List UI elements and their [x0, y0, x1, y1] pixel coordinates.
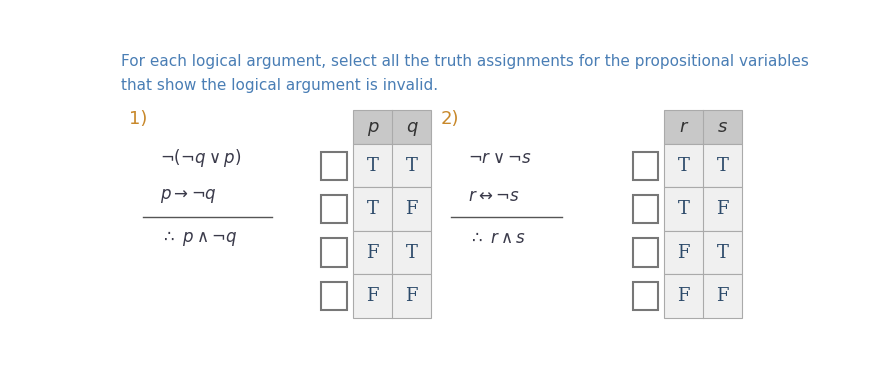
- FancyBboxPatch shape: [664, 187, 742, 231]
- Text: q: q: [406, 118, 417, 136]
- Text: T: T: [677, 157, 690, 175]
- Text: that show the logical argument is invalid.: that show the logical argument is invali…: [121, 78, 438, 93]
- FancyBboxPatch shape: [321, 282, 347, 310]
- FancyBboxPatch shape: [633, 238, 658, 267]
- FancyBboxPatch shape: [633, 195, 658, 223]
- Text: F: F: [717, 200, 729, 218]
- FancyBboxPatch shape: [353, 187, 431, 231]
- FancyBboxPatch shape: [664, 274, 742, 318]
- Text: r: r: [680, 118, 687, 136]
- FancyBboxPatch shape: [633, 282, 658, 310]
- Text: For each logical argument, select all the truth assignments for the propositiona: For each logical argument, select all th…: [121, 54, 809, 69]
- Text: T: T: [406, 244, 417, 262]
- Text: T: T: [717, 244, 729, 262]
- Text: $\neg r \vee \neg s$: $\neg r \vee \neg s$: [468, 149, 532, 166]
- Text: $r \leftrightarrow \neg s$: $r \leftrightarrow \neg s$: [468, 187, 519, 205]
- Text: p: p: [367, 118, 378, 136]
- FancyBboxPatch shape: [321, 195, 347, 223]
- Text: 2): 2): [441, 110, 459, 128]
- Text: F: F: [405, 287, 418, 305]
- Text: T: T: [367, 200, 378, 218]
- Text: s: s: [718, 118, 727, 136]
- Text: 1): 1): [129, 110, 148, 128]
- Text: F: F: [366, 244, 379, 262]
- Text: $\therefore\ r \wedge s$: $\therefore\ r \wedge s$: [468, 230, 526, 247]
- Text: $\therefore\ p \wedge \neg q$: $\therefore\ p \wedge \neg q$: [160, 229, 237, 248]
- FancyBboxPatch shape: [664, 231, 742, 274]
- Text: T: T: [367, 157, 378, 175]
- Text: F: F: [677, 287, 690, 305]
- Text: T: T: [406, 157, 417, 175]
- Text: F: F: [366, 287, 379, 305]
- Text: F: F: [717, 287, 729, 305]
- Text: T: T: [717, 157, 729, 175]
- FancyBboxPatch shape: [321, 152, 347, 180]
- FancyBboxPatch shape: [353, 274, 431, 318]
- Text: $p \rightarrow \neg q$: $p \rightarrow \neg q$: [160, 187, 217, 205]
- FancyBboxPatch shape: [353, 110, 431, 144]
- FancyBboxPatch shape: [633, 152, 658, 180]
- FancyBboxPatch shape: [664, 110, 742, 144]
- FancyBboxPatch shape: [321, 238, 347, 267]
- FancyBboxPatch shape: [353, 144, 431, 187]
- FancyBboxPatch shape: [664, 144, 742, 187]
- Text: T: T: [677, 200, 690, 218]
- Text: F: F: [405, 200, 418, 218]
- FancyBboxPatch shape: [353, 231, 431, 274]
- Text: F: F: [677, 244, 690, 262]
- Text: $\neg(\neg q \vee p)$: $\neg(\neg q \vee p)$: [160, 147, 241, 168]
